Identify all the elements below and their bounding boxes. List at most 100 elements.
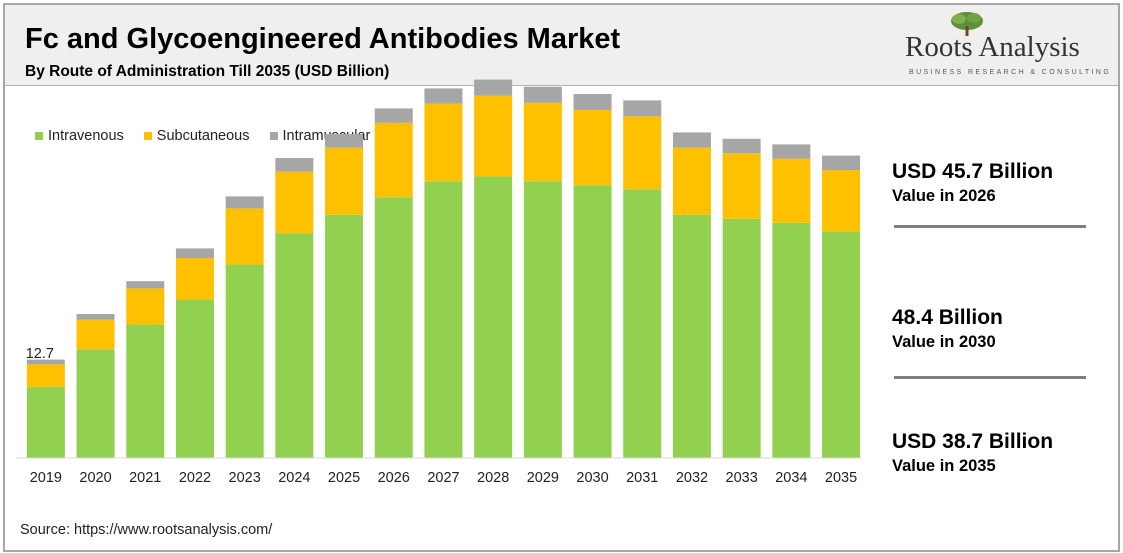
bar-group-2034 [772,144,811,458]
bar-group-2028 [474,79,513,458]
bar-group-2027 [424,88,463,458]
x-tick-label: 2020 [79,470,111,486]
bar-intramuscular-2029 [523,86,562,103]
header-band: Fc and Glycoengineered Antibodies Market… [5,5,1118,85]
highlight-divider [894,225,1086,228]
bar-group-2024 [275,158,314,458]
bar-intramuscular-2022 [175,248,214,258]
bar-intravenous-2023 [225,264,264,458]
bar-intravenous-2028 [474,176,513,458]
bar-intramuscular-2031 [623,100,662,117]
bar-subcutaneous-2021 [126,288,165,325]
bar-group-2025 [325,134,364,458]
bar-intravenous-2030 [573,185,612,458]
page-subtitle: By Route of Administration Till 2035 (US… [25,63,390,80]
highlight-value: USD 45.7 Billion [892,160,1054,183]
highlight-2030: 48.4 Billion Value in 2030 [892,306,1092,352]
bar-intravenous-2025 [325,214,364,458]
legend-label-intravenous: Intravenous [48,128,124,144]
legend-swatch-intravenous [35,132,43,140]
bar-intravenous-2026 [374,197,413,458]
bar-intramuscular-2034 [772,144,811,159]
x-tick-label: 2030 [576,470,608,486]
legend-label-subcutaneous: Subcutaneous [156,128,250,144]
bar-intravenous-2029 [523,181,562,458]
roots-analysis-logo: Roots Analysis BUSINESS RESEARCH & CONSU… [905,9,1115,81]
x-tick-label: 2032 [676,470,708,486]
source-note: Source: https://www.rootsanalysis.com/ [20,522,273,538]
bar-subcutaneous-2034 [772,158,811,223]
bar-group-2030 [573,94,612,458]
bar-intramuscular-2030 [573,94,612,110]
bar-subcutaneous-2027 [424,103,463,182]
highlight-caption: Value in 2026 [892,187,996,205]
bar-intravenous-2027 [424,181,463,458]
bar-intramuscular-2019 [26,359,65,365]
bar-intramuscular-2028 [474,79,513,96]
x-tick-label: 2024 [278,470,310,486]
bar-group-2033 [722,138,761,458]
bar-group-2021 [126,281,165,458]
bar-subcutaneous-2030 [573,110,612,186]
bar-group-2020 [76,314,115,458]
bar-intravenous-2032 [672,214,711,458]
bar-subcutaneous-2031 [623,116,662,190]
stacked-bar-chart: 2019 2020 2021 2022 2023 2024 2025 2026 2027 2028… [16,79,862,486]
bar-intravenous-2020 [76,349,115,458]
bar-group-2035 [822,155,861,458]
x-tick-label: 2027 [427,470,459,486]
bar-group-2026 [374,108,413,458]
legend-swatch-intramuscular [269,132,278,140]
x-tick-label: 2031 [626,470,658,486]
bar-intravenous-2031 [623,189,662,458]
highlight-caption: Value in 2035 [892,457,996,475]
highlight-caption: Value in 2030 [892,333,996,351]
bar-group-2022 [175,248,214,458]
bar-intravenous-2033 [722,218,761,458]
bar-intramuscular-2020 [76,314,115,320]
bar-subcutaneous-2033 [722,153,761,219]
bar-group-2029 [523,86,562,458]
bar-group-2019 [26,359,65,458]
bar-group-2023 [225,196,264,458]
legend-item-intravenous: Intravenous [35,128,124,144]
x-tick-label: 2033 [726,470,758,486]
logo-wordmark: Roots Analysis [905,31,1080,63]
bar-group-2032 [672,132,711,458]
x-tick-label: 2026 [378,470,410,486]
bar-subcutaneous-2032 [672,147,711,215]
bar-subcutaneous-2020 [76,319,115,350]
bar-intravenous-2024 [275,233,314,458]
bar-intramuscular-2033 [722,138,761,154]
bar-subcutaneous-2029 [523,102,562,182]
bar-intramuscular-2023 [225,196,264,209]
bar-subcutaneous-2022 [175,258,214,300]
bar-intramuscular-2027 [424,88,463,104]
x-tick-label: 2029 [527,470,559,486]
bar-subcutaneous-2025 [325,147,364,215]
highlight-2035: USD 38.7 Billion Value in 2035 [892,430,1092,476]
tree-icon [951,12,983,36]
bar-subcutaneous-2028 [474,95,513,177]
logo-tagline: BUSINESS RESEARCH & CONSULTING [909,69,1112,76]
x-tick-label: 2019 [30,470,62,486]
x-tick-label: 2022 [179,470,211,486]
page-title: Fc and Glycoengineered Antibodies Market [25,23,621,55]
bar-group-2031 [623,100,662,458]
bar-intravenous-2034 [772,222,811,458]
legend-swatch-subcutaneous [143,132,152,140]
highlight-divider [894,376,1086,379]
data-label: 12.7 [26,346,54,362]
bar-intramuscular-2021 [126,281,165,289]
bar-intravenous-2035 [822,231,861,458]
x-tick-label: 2028 [477,470,509,486]
bar-intramuscular-2025 [325,134,364,148]
bar-intravenous-2021 [126,324,165,458]
x-tick-label: 2025 [328,470,360,486]
highlight-value: 48.4 Billion [892,306,1003,329]
header-divider [5,85,1118,86]
highlight-value: USD 38.7 Billion [892,430,1054,453]
bar-subcutaneous-2019 [26,364,65,387]
highlight-2026: USD 45.7 Billion Value in 2026 [892,160,1092,206]
bar-intramuscular-2032 [672,132,711,148]
